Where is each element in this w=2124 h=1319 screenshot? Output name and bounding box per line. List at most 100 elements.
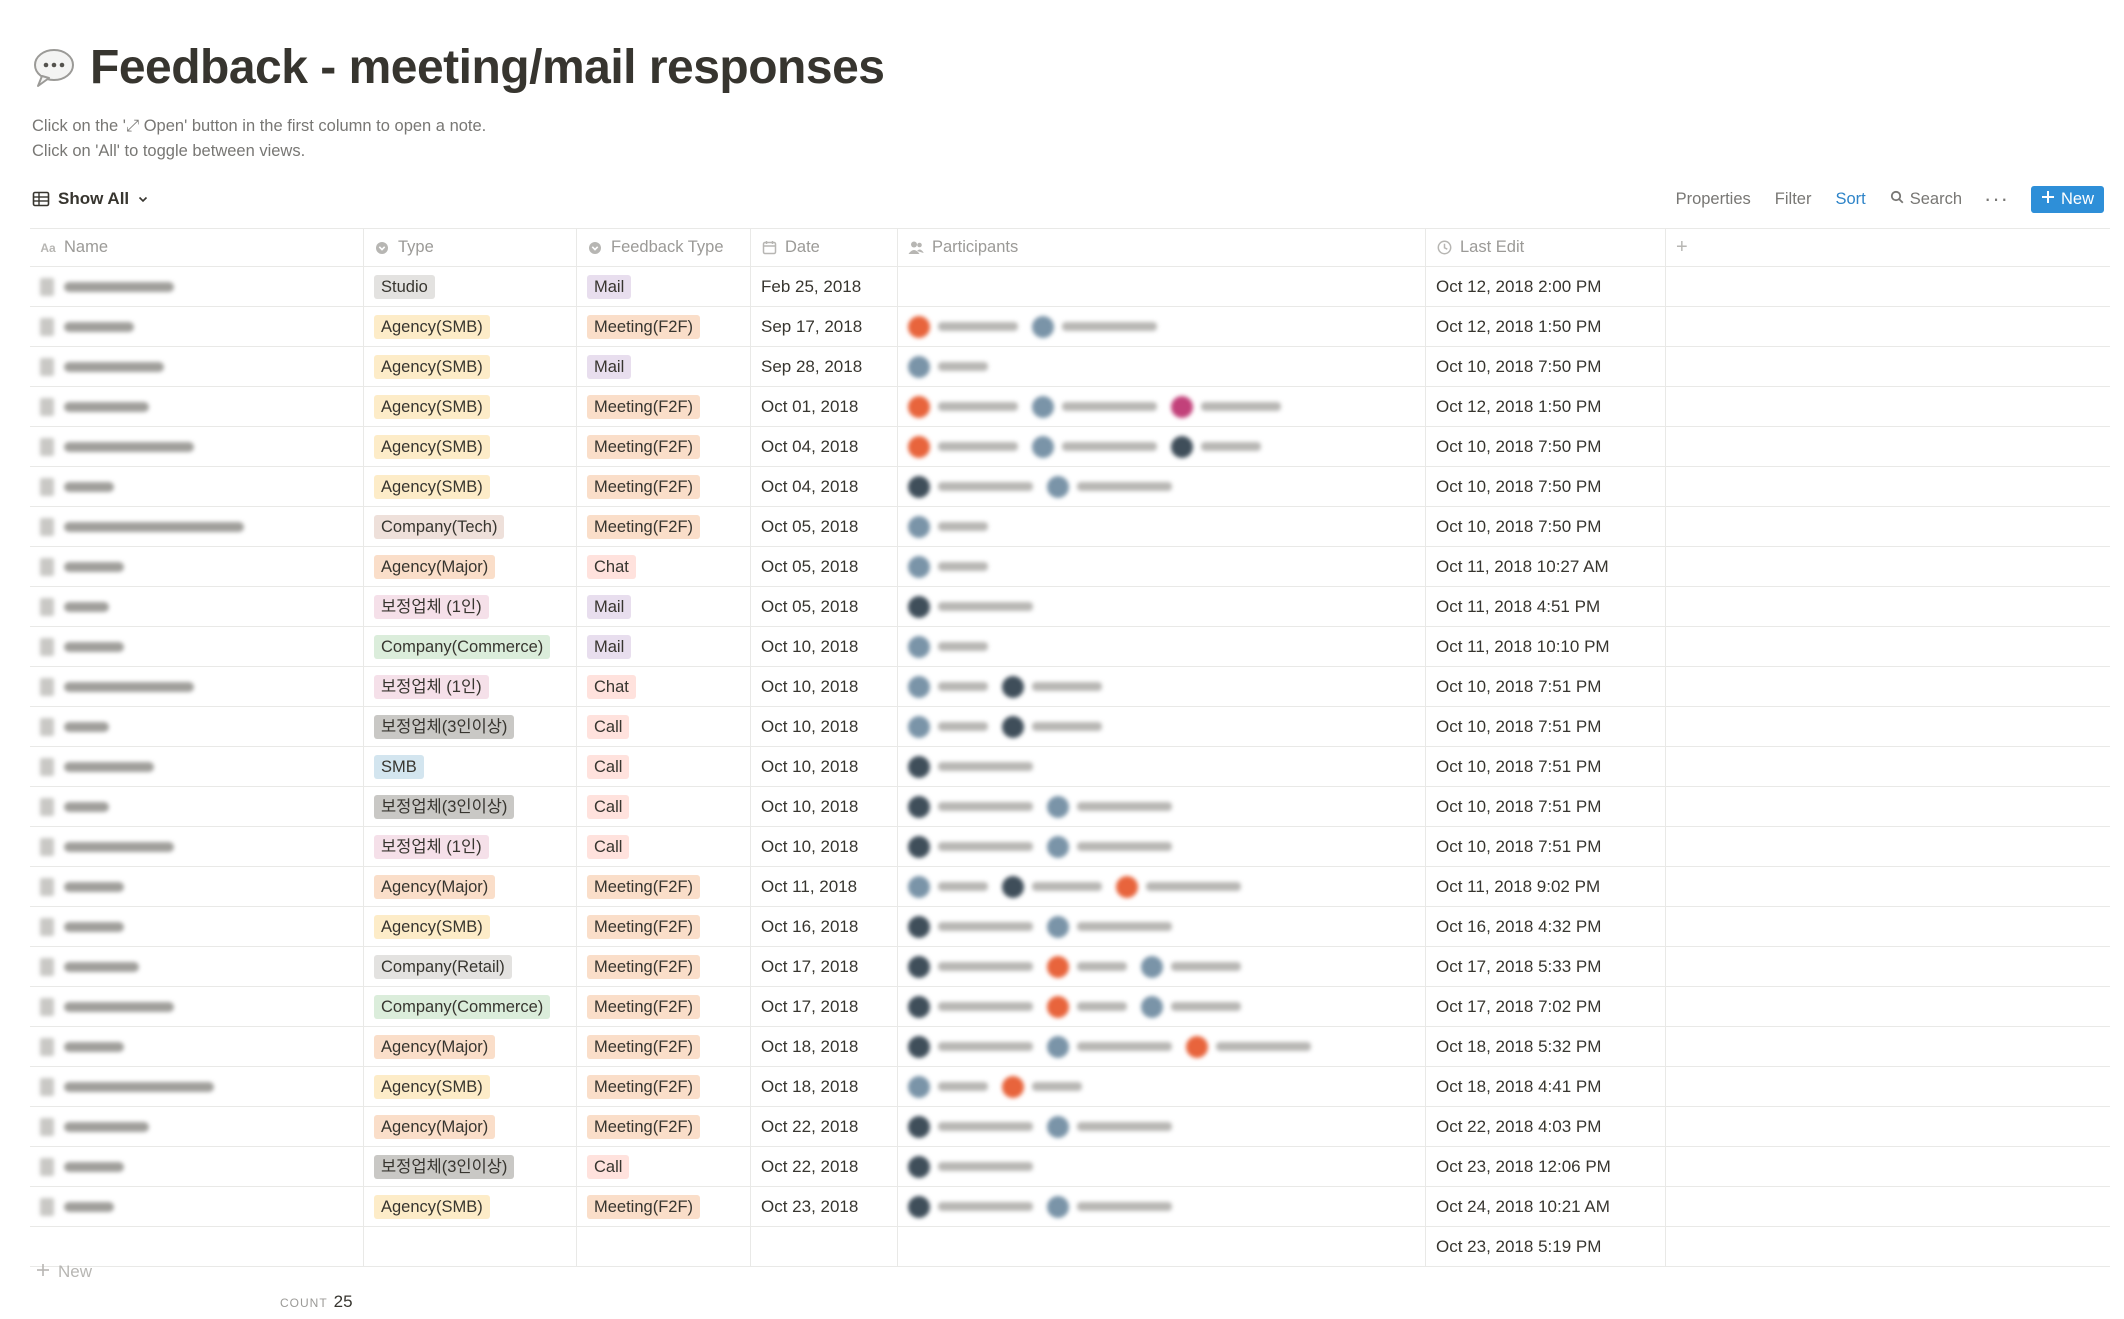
table-row[interactable]: Company(Commerce) Meeting(F2F) Oct 17, 201… xyxy=(30,987,2110,1027)
type-cell[interactable]: Agency(Major) xyxy=(364,1027,577,1066)
participants-cell[interactable] xyxy=(898,667,1426,706)
type-cell[interactable]: Agency(Major) xyxy=(364,867,577,906)
column-header-date[interactable]: Date xyxy=(751,229,898,266)
participants-cell[interactable] xyxy=(898,1107,1426,1146)
feedback-type-cell[interactable]: Chat xyxy=(577,547,751,586)
table-row[interactable]: Agency(SMB) Meeting(F2F) Oct 23, 2018 Oct 2… xyxy=(30,1187,2110,1227)
date-cell[interactable]: Oct 23, 2018 xyxy=(751,1187,898,1226)
table-row[interactable]: Agency(Major) Meeting(F2F) Oct 18, 2018 Oct… xyxy=(30,1027,2110,1067)
type-cell[interactable]: 보정업체(3인이상) xyxy=(364,1147,577,1186)
feedback-type-cell[interactable]: Meeting(F2F) xyxy=(577,1107,751,1146)
date-cell[interactable]: Oct 11, 2018 xyxy=(751,867,898,906)
date-cell[interactable]: Oct 01, 2018 xyxy=(751,387,898,426)
name-cell[interactable] xyxy=(30,347,364,386)
table-row[interactable]: Company(Commerce) Mail Oct 10, 2018 Oct 11,… xyxy=(30,627,2110,667)
feedback-type-cell[interactable]: Meeting(F2F) xyxy=(577,947,751,986)
participants-cell[interactable] xyxy=(898,787,1426,826)
participants-cell[interactable] xyxy=(898,267,1426,306)
table-row[interactable]: Agency(SMB) Meeting(F2F) Oct 04, 2018 Oct 1… xyxy=(30,467,2110,507)
date-cell[interactable]: Oct 04, 2018 xyxy=(751,467,898,506)
name-cell[interactable] xyxy=(30,1107,364,1146)
table-row[interactable]: Company(Tech) Meeting(F2F) Oct 05, 2018 Oct… xyxy=(30,507,2110,547)
properties-button[interactable]: Properties xyxy=(1675,189,1751,208)
column-header-feedback-type[interactable]: Feedback Type xyxy=(577,229,751,266)
feedback-type-cell[interactable]: Call xyxy=(577,747,751,786)
type-cell[interactable]: 보정업체 (1인) xyxy=(364,587,577,626)
feedback-type-cell[interactable]: Mail xyxy=(577,627,751,666)
feedback-type-cell[interactable]: Call xyxy=(577,787,751,826)
feedback-type-cell[interactable]: Call xyxy=(577,1147,751,1186)
feedback-type-cell[interactable]: Meeting(F2F) xyxy=(577,387,751,426)
type-cell[interactable]: Company(Retail) xyxy=(364,947,577,986)
type-cell[interactable]: 보정업체 (1인) xyxy=(364,667,577,706)
participants-cell[interactable] xyxy=(898,867,1426,906)
feedback-type-cell[interactable]: Mail xyxy=(577,587,751,626)
feedback-type-cell[interactable]: Mail xyxy=(577,267,751,306)
type-cell[interactable]: Company(Tech) xyxy=(364,507,577,546)
type-cell[interactable]: Agency(SMB) xyxy=(364,387,577,426)
participants-cell[interactable] xyxy=(898,987,1426,1026)
date-cell[interactable]: Oct 10, 2018 xyxy=(751,787,898,826)
feedback-type-cell[interactable]: Meeting(F2F) xyxy=(577,427,751,466)
table-row[interactable]: Agency(Major) Meeting(F2F) Oct 11, 2018 Oct… xyxy=(30,867,2110,907)
table-row[interactable]: 보정업체(3인이상) Call Oct 10, 2018 Oct 10, 2018 7… xyxy=(30,707,2110,747)
name-cell[interactable] xyxy=(30,507,364,546)
table-row[interactable]: Agency(SMB) Meeting(F2F) Sep 17, 2018 Oct 1… xyxy=(30,307,2110,347)
name-cell[interactable] xyxy=(30,1027,364,1066)
column-header-participants[interactable]: Participants xyxy=(898,229,1426,266)
participants-cell[interactable] xyxy=(898,587,1426,626)
type-cell[interactable]: 보정업체(3인이상) xyxy=(364,787,577,826)
date-cell[interactable]: Feb 25, 2018 xyxy=(751,267,898,306)
participants-cell[interactable] xyxy=(898,1067,1426,1106)
feedback-type-cell[interactable]: Meeting(F2F) xyxy=(577,467,751,506)
table-row[interactable]: Agency(SMB) Meeting(F2F) Oct 04, 2018 Oct 1… xyxy=(30,427,2110,467)
table-row[interactable]: Agency(Major) Meeting(F2F) Oct 22, 2018 Oct… xyxy=(30,1107,2110,1147)
name-cell[interactable] xyxy=(30,867,364,906)
feedback-type-cell[interactable]: Meeting(F2F) xyxy=(577,987,751,1026)
feedback-type-cell[interactable]: Chat xyxy=(577,667,751,706)
type-cell[interactable]: Company(Commerce) xyxy=(364,627,577,666)
date-cell[interactable]: Oct 17, 2018 xyxy=(751,987,898,1026)
participants-cell[interactable] xyxy=(898,467,1426,506)
name-cell[interactable] xyxy=(30,427,364,466)
date-cell[interactable]: Oct 22, 2018 xyxy=(751,1147,898,1186)
type-cell[interactable]: Agency(SMB) xyxy=(364,427,577,466)
date-cell[interactable]: Oct 18, 2018 xyxy=(751,1027,898,1066)
type-cell[interactable]: Company(Commerce) xyxy=(364,987,577,1026)
date-cell[interactable]: Oct 17, 2018 xyxy=(751,947,898,986)
table-row[interactable]: 보정업체 (1인) Chat Oct 10, 2018 Oct 10, 2018 7:… xyxy=(30,667,2110,707)
type-cell[interactable]: Agency(SMB) xyxy=(364,347,577,386)
feedback-type-cell[interactable] xyxy=(577,1227,751,1266)
name-cell[interactable] xyxy=(30,307,364,346)
participants-cell[interactable] xyxy=(898,1227,1426,1266)
table-row[interactable]: Company(Retail) Meeting(F2F) Oct 17, 2018 O… xyxy=(30,947,2110,987)
table-row[interactable]: 보정업체(3인이상) Call Oct 10, 2018 Oct 10, 2018 7… xyxy=(30,787,2110,827)
participants-cell[interactable] xyxy=(898,1027,1426,1066)
view-switcher[interactable]: Show All xyxy=(32,189,149,209)
participants-cell[interactable] xyxy=(898,947,1426,986)
participants-cell[interactable] xyxy=(898,1147,1426,1186)
name-cell[interactable] xyxy=(30,787,364,826)
table-row[interactable]: SMB Call Oct 10, 2018 Oct 10, 2018 7:51 PM xyxy=(30,747,2110,787)
date-cell[interactable]: Oct 22, 2018 xyxy=(751,1107,898,1146)
name-cell[interactable] xyxy=(30,547,364,586)
date-cell[interactable]: Oct 16, 2018 xyxy=(751,907,898,946)
type-cell[interactable]: Agency(Major) xyxy=(364,1107,577,1146)
participants-cell[interactable] xyxy=(898,547,1426,586)
participants-cell[interactable] xyxy=(898,827,1426,866)
table-row[interactable]: Agency(Major) Chat Oct 05, 2018 Oct 11, 201… xyxy=(30,547,2110,587)
name-cell[interactable] xyxy=(30,1227,364,1266)
feedback-type-cell[interactable]: Meeting(F2F) xyxy=(577,867,751,906)
feedback-type-cell[interactable]: Meeting(F2F) xyxy=(577,307,751,346)
type-cell[interactable]: 보정업체(3인이상) xyxy=(364,707,577,746)
date-cell[interactable]: Oct 10, 2018 xyxy=(751,747,898,786)
date-cell[interactable]: Oct 10, 2018 xyxy=(751,827,898,866)
date-cell[interactable]: Oct 10, 2018 xyxy=(751,627,898,666)
participants-cell[interactable] xyxy=(898,347,1426,386)
participants-cell[interactable] xyxy=(898,747,1426,786)
name-cell[interactable] xyxy=(30,587,364,626)
feedback-type-cell[interactable]: Meeting(F2F) xyxy=(577,1187,751,1226)
date-cell[interactable]: Oct 04, 2018 xyxy=(751,427,898,466)
feedback-type-cell[interactable]: Meeting(F2F) xyxy=(577,507,751,546)
column-header-name[interactable]: Aa Name xyxy=(30,229,364,266)
